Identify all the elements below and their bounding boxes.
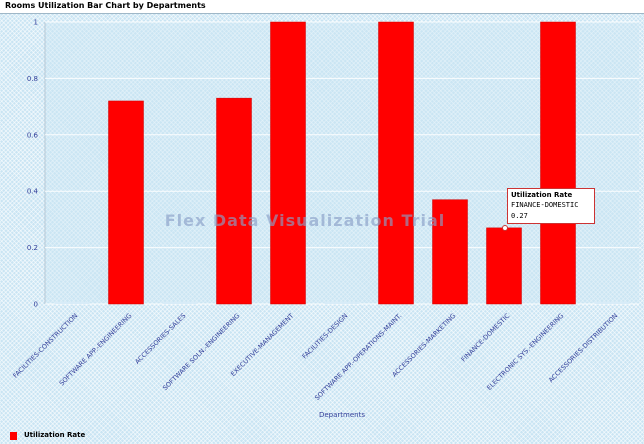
x-tick-label: FACILITIES-DESIGN bbox=[301, 312, 350, 361]
x-tick-label: ACCESSORIES-SALES bbox=[133, 312, 187, 366]
bar[interactable] bbox=[486, 227, 522, 305]
bar[interactable] bbox=[216, 97, 252, 305]
y-tick-label: 0 bbox=[34, 301, 38, 309]
y-tick-label: 0.8 bbox=[27, 75, 38, 83]
legend-label: Utilization Rate bbox=[24, 431, 86, 439]
bar[interactable] bbox=[432, 199, 468, 305]
chart-title: Rooms Utilization Bar Chart by Departmen… bbox=[5, 1, 206, 10]
y-axis-ticks: 0 0.2 0.4 0.6 0.8 1 bbox=[27, 19, 39, 309]
tooltip-category: FINANCE-DOMESTIC bbox=[511, 201, 579, 209]
bar[interactable] bbox=[540, 21, 576, 305]
x-axis-label: Departments bbox=[319, 411, 365, 419]
legend-swatch bbox=[10, 432, 17, 440]
y-tick-label: 0.6 bbox=[27, 131, 39, 139]
tooltip-value: 0.27 bbox=[511, 212, 528, 220]
y-tick-label: 0.4 bbox=[27, 188, 39, 196]
y-tick-label: 0.2 bbox=[27, 244, 38, 252]
tooltip-title: Utilization Rate bbox=[511, 191, 573, 199]
bar[interactable] bbox=[162, 302, 198, 304]
watermark: Flex Data Visualization Trial bbox=[165, 211, 446, 230]
bars bbox=[54, 21, 630, 305]
bar[interactable] bbox=[324, 302, 360, 304]
data-tooltip: Utilization Rate FINANCE-DOMESTIC 0.27 bbox=[507, 188, 595, 224]
bar[interactable] bbox=[378, 21, 414, 305]
bar[interactable] bbox=[54, 302, 90, 304]
bar[interactable] bbox=[594, 302, 630, 304]
y-tick-label: 1 bbox=[34, 19, 38, 27]
x-tick-label: ACCESSORIES-MARKETING bbox=[391, 312, 458, 379]
x-tick-label: EXECUTIVE-MANAGEMENT bbox=[229, 312, 295, 378]
tooltip-anchor-point bbox=[502, 225, 508, 231]
x-tick-label: FINANCE-DOMESTIC bbox=[460, 311, 512, 363]
x-tick-label: SOFTWARE APP.-OPERATIONS-MAINT. bbox=[313, 312, 403, 402]
title-bar: Rooms Utilization Bar Chart by Departmen… bbox=[0, 0, 644, 14]
bar[interactable] bbox=[108, 100, 144, 305]
grid bbox=[45, 21, 639, 305]
plot-area-bg bbox=[45, 22, 639, 304]
bar[interactable] bbox=[270, 21, 306, 305]
